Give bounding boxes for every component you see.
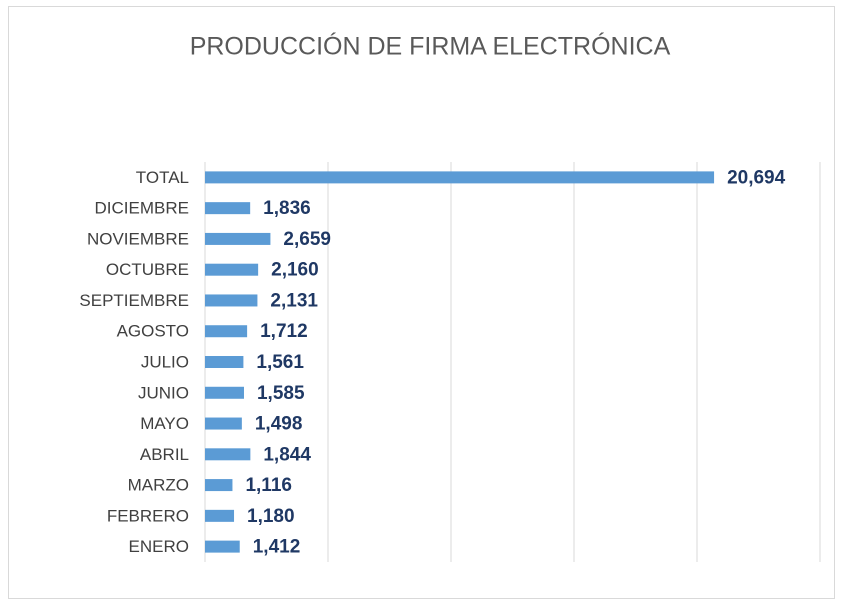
- category-label: ABRIL: [140, 445, 189, 464]
- bar: [205, 294, 258, 307]
- value-label: 1,844: [263, 444, 311, 465]
- category-label: JULIO: [141, 352, 189, 371]
- category-label: AGOSTO: [117, 322, 189, 341]
- value-label: 2,659: [283, 229, 331, 250]
- category-label: SEPTIEMBRE: [79, 291, 189, 310]
- bar: [205, 356, 244, 368]
- bar: [205, 417, 242, 430]
- value-label: 1,836: [263, 198, 311, 219]
- value-label: 1,585: [257, 383, 305, 404]
- value-label: 2,131: [270, 290, 318, 311]
- bar: [205, 263, 259, 276]
- category-label: TOTAL: [136, 168, 189, 187]
- bar: [205, 386, 244, 399]
- value-label: 1,561: [256, 352, 304, 373]
- value-label: 1,498: [255, 414, 303, 435]
- bar: [205, 540, 240, 553]
- category-label: JUNIO: [138, 383, 189, 402]
- bar: [205, 171, 715, 184]
- category-label: MARZO: [128, 476, 189, 495]
- bar: [205, 232, 271, 245]
- bar: [205, 202, 251, 215]
- category-label: DICIEMBRE: [95, 199, 189, 218]
- category-label: ENERO: [129, 537, 189, 556]
- category-label: MAYO: [140, 414, 189, 433]
- value-label: 1,180: [247, 506, 295, 527]
- category-label: OCTUBRE: [106, 260, 189, 279]
- chart-title: PRODUCCIÓN DE FIRMA ELECTRÓNICA: [190, 32, 671, 61]
- value-label: 2,160: [271, 260, 319, 281]
- value-label: 1,116: [245, 475, 292, 496]
- value-label: 20,694: [727, 167, 786, 188]
- bar: [205, 479, 233, 492]
- value-label: 1,712: [260, 321, 308, 342]
- category-label: FEBRERO: [107, 506, 189, 525]
- bar: [205, 509, 235, 522]
- bar: [205, 325, 248, 338]
- bar: [205, 448, 251, 461]
- value-label: 1,412: [253, 537, 301, 558]
- category-label: NOVIEMBRE: [87, 229, 189, 248]
